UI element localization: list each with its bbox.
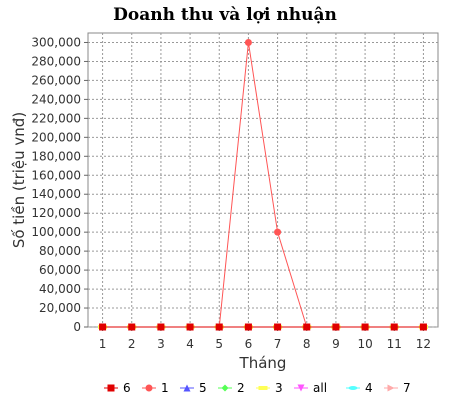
data-point-marker (244, 323, 252, 331)
y-tick-label: 20,000 (39, 301, 81, 315)
data-point-marker (348, 386, 358, 390)
data-point-marker (157, 323, 165, 331)
legend-label: all (313, 381, 327, 395)
legend-label: 3 (275, 381, 283, 395)
y-tick-label: 220,000 (31, 111, 81, 125)
legend-item: 1 (142, 381, 169, 395)
data-point-marker (303, 323, 311, 331)
data-point-marker (145, 384, 153, 392)
y-tick-label: 300,000 (31, 35, 81, 49)
data-point-marker (332, 323, 340, 331)
legend-item: 6 (104, 381, 131, 395)
y-tick-label: 0 (73, 320, 81, 334)
legend-label: 7 (403, 381, 411, 395)
x-tick-label: 3 (157, 337, 165, 351)
legend-item: 2 (218, 381, 245, 395)
legend-item: 5 (180, 381, 207, 395)
legend-label: 2 (237, 381, 245, 395)
data-point-marker (419, 323, 427, 331)
y-tick-label: 240,000 (31, 92, 81, 106)
series (98, 38, 428, 331)
y-tick-label: 260,000 (31, 73, 81, 87)
data-point-marker (361, 323, 369, 331)
data-point-marker (390, 323, 398, 331)
data-point-marker (99, 323, 107, 331)
x-tick-label: 12 (416, 337, 431, 351)
x-tick-label: 7 (274, 337, 282, 351)
legend-label: 5 (199, 381, 207, 395)
data-point-marker (387, 384, 395, 392)
grid (88, 33, 438, 328)
x-tick-label: 8 (303, 337, 311, 351)
y-tick-label: 180,000 (31, 149, 81, 163)
legend-label: 6 (123, 381, 131, 395)
data-point-marker (274, 323, 282, 331)
data-point-marker (107, 384, 115, 392)
x-axis-label: Tháng (239, 354, 287, 372)
data-point-marker (297, 384, 305, 392)
y-tick-label: 40,000 (39, 282, 81, 296)
data-point-marker (128, 323, 136, 331)
y-tick-label: 200,000 (31, 130, 81, 144)
legend-item: 4 (346, 381, 373, 395)
data-point-marker (274, 228, 282, 236)
x-tick-label: 10 (357, 337, 372, 351)
data-point-marker (258, 386, 268, 390)
data-point-marker (183, 384, 191, 392)
x-tick-label: 4 (186, 337, 194, 351)
legend-label: 4 (365, 381, 373, 395)
y-tick-label: 140,000 (31, 187, 81, 201)
y-tick-label: 280,000 (31, 54, 81, 68)
axes: 0 20,000 40,000 60,000 80,000 100,000 120,000 1… (31, 35, 431, 351)
series-6 (99, 323, 427, 331)
y-tick-label: 160,000 (31, 168, 81, 182)
legend: 6 1 5 2 3 all 4 7 (104, 381, 411, 395)
data-point-marker (221, 384, 229, 392)
x-tick-label: 5 (215, 337, 223, 351)
legend-label: 1 (161, 381, 169, 395)
legend-item: all (294, 381, 327, 395)
plot-area (87, 32, 439, 328)
data-point-marker (215, 323, 223, 331)
y-tick-label: 100,000 (31, 225, 81, 239)
y-tick-label: 60,000 (39, 263, 81, 277)
y-tick-label: 120,000 (31, 206, 81, 220)
chart-title: Doanh thu và lợi nhuận (113, 5, 337, 25)
data-point-marker (186, 323, 194, 331)
x-tick-label: 2 (128, 337, 136, 351)
x-tick-label: 1 (99, 337, 107, 351)
legend-item: 7 (384, 381, 411, 395)
x-tick-label: 11 (387, 337, 402, 351)
x-tick-label: 9 (332, 337, 340, 351)
y-axis-label: Số tiền (triệu vnđ) (10, 112, 28, 248)
data-point-marker (244, 38, 252, 46)
x-tick-label: 6 (245, 337, 253, 351)
y-tick-label: 80,000 (39, 244, 81, 258)
legend-item: 3 (256, 381, 283, 395)
